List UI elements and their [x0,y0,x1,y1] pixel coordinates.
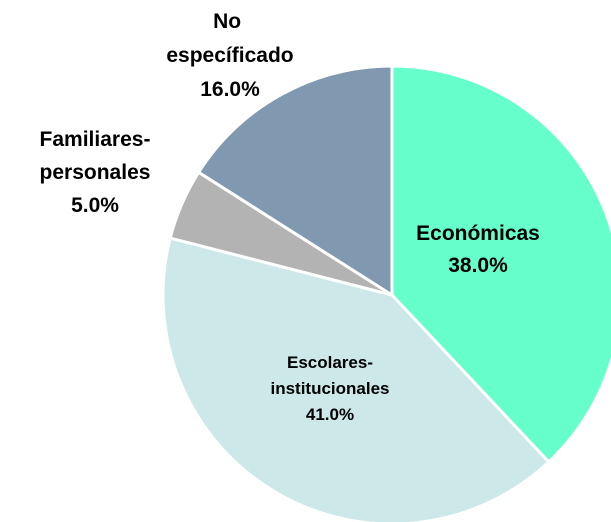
slice-value-label: 38.0% [448,254,508,277]
slice-label: Económicas [416,222,540,245]
pie-slice [390,64,611,465]
slice-value-label: 16.0% [200,78,260,101]
slice-label: No específicado [166,10,293,67]
slice-label: Escolares-institucionales [270,353,389,398]
pie-slice [161,236,551,522]
slice-label: Familiares-personales [40,128,151,184]
slice-value-label: 5.0% [71,194,119,217]
slice-value-label: 41.0% [306,405,354,424]
pie-slice [196,64,394,298]
